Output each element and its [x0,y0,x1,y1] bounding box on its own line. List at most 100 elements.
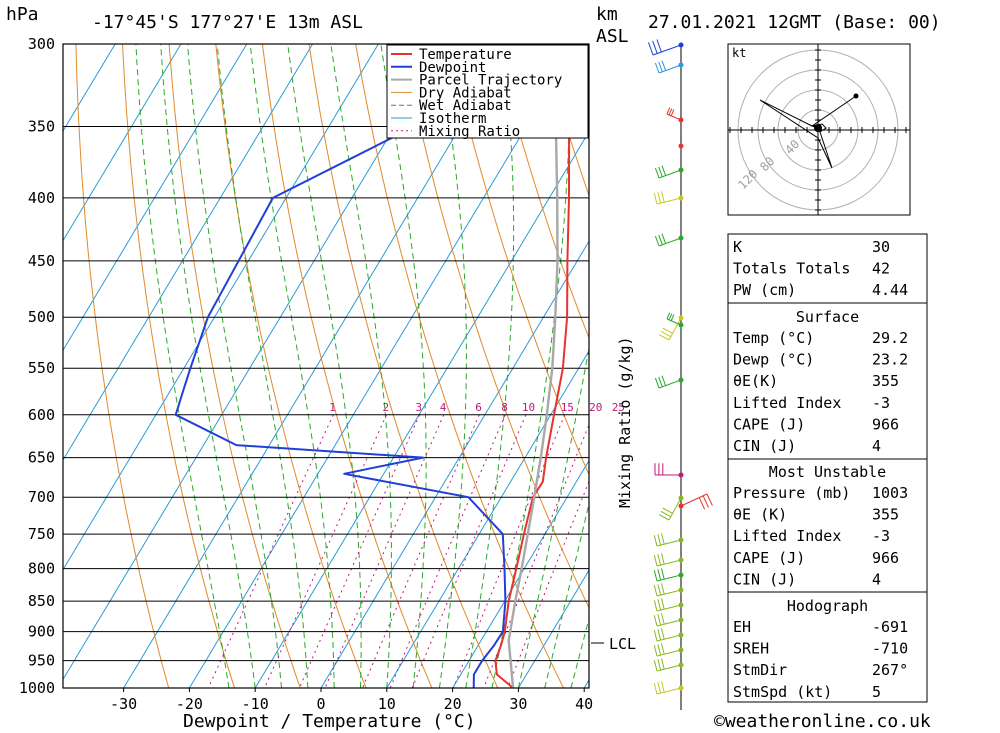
wind-barb-feather [654,167,660,179]
wind-barb-feather [661,533,665,545]
hodograph-stat-label: EH [733,618,751,636]
legend-box [386,44,589,139]
legend-entry: Wet Adiabat [419,98,512,114]
wind-barb-feather [656,39,662,53]
hodograph-storm-point [814,124,822,132]
wind-barb-feather [658,514,670,521]
wind-barb-shaft [656,687,682,695]
temperature-tick-label: 0 [316,695,325,713]
surface-label: CIN (J) [733,437,796,455]
mixing-ratio-axis-label: Mixing Ratio (g/kg) [616,336,634,508]
pressure-tick-label: 950 [28,652,55,670]
wind-barb-feather [657,659,662,671]
surface-value: -3 [872,394,890,412]
surface-value: 23.2 [872,351,908,369]
surface-label: Lifted Index [733,394,841,412]
wind-barb-feather [658,334,670,341]
wind-barb-feather [662,327,673,334]
wind-barb-feather [661,191,665,203]
wind-barb-feather [660,330,672,338]
wind-barb-feather [660,510,672,518]
surface-label: Temp (°C) [733,329,814,347]
mixing-ratio-line [264,414,387,688]
most-unstable-label: θE (K) [733,506,787,524]
pressure-tick-label: 750 [28,525,55,543]
wind-barb-feather [668,313,673,321]
wind-barb-feather [653,630,658,642]
wind-barb-column [648,39,713,710]
index-label: Totals Totals [733,260,850,278]
wind-barb-feather [661,60,667,71]
dry-adiabat-line [401,44,589,609]
copyright-footer: ©weatheronline.co.uk [714,711,931,732]
hodograph-stat-label: SREH [733,640,769,658]
hodograph-stat-label: StmSpd (kt) [733,683,832,701]
wind-barb-shaft [656,539,682,547]
wind-barb-feather [666,312,671,320]
wind-barb-shaft [666,113,682,121]
wind-barb-shaft [656,574,682,582]
wind-barb-feather [661,233,667,244]
mixing-ratio-tick-label: 25 [612,401,625,414]
temperature-tick-label: -10 [242,695,269,713]
wind-barb-feather [670,314,675,321]
wind-barb-feather [661,568,665,580]
pressure-tick-label: 900 [28,623,55,641]
x-axis-label: Dewpoint / Temperature (°C) [183,711,476,732]
temperature-tick-label: 40 [575,695,593,713]
dry-adiabat-line [495,44,589,340]
wind-barb-feather [657,554,662,566]
index-value: 42 [872,260,890,278]
wind-level-dot [678,143,684,149]
wind-barb-feather [661,598,665,610]
wind-barb-shaft [666,318,682,326]
dry-adiabat-line [915,44,1000,688]
hodograph-stat-value: -691 [872,618,908,636]
wind-barb-feather [662,507,673,514]
wind-barb-feather [668,108,673,116]
wind-barb-shaft [656,664,682,672]
mixing-ratio-line [483,423,589,688]
mixing-ratio-tick-label: 20 [589,401,602,414]
temperature-line [494,126,571,688]
wind-barb-feather [661,643,665,655]
legend-entry: Parcel Trajectory [419,73,562,89]
pressure-tick-label: 650 [28,449,55,467]
wind-barb-feather [653,535,658,547]
wind-barb-feather [661,628,665,640]
lcl-label: LCL [609,635,636,653]
pressure-tick-label: 850 [28,592,55,610]
pressure-tick-label: 700 [28,488,55,506]
wind-barb-feather [661,553,665,565]
wind-barb-feather [653,585,658,597]
wet-adiabat-line [135,44,230,688]
wind-barb-feather [657,192,662,204]
mixing-ratio-line [324,414,445,688]
wind-barb-feather [654,377,660,389]
dry-adiabat-line [215,44,367,688]
hodograph-unit-label: kt [732,46,746,60]
wind-barb-feather [657,599,662,611]
legend-entry: Dry Adiabat [419,85,512,101]
wind-barb-feather [653,555,658,567]
dewpoint-line [174,44,539,688]
wind-barb-feather [658,376,663,387]
dry-adiabat-line [962,44,1000,688]
isotherm-line [123,44,511,688]
pressure-axis: 300 350 400 450 500 550 600 650 700 750 800 850 900 9… [19,35,55,697]
temperature-tick-label: 30 [509,695,527,713]
legend-entry: Temperature [419,47,512,63]
wind-barb-shaft [656,634,682,642]
temperature-tick-label: 20 [444,695,462,713]
surface-label: Dewp (°C) [733,351,814,369]
wind-barb-feather [666,107,671,115]
wind-barb-feather [657,682,662,694]
isotherm-line [452,459,589,688]
wind-barb-feather [653,600,658,612]
mixing-ratio-line [389,414,506,688]
most-unstable-box [727,458,928,593]
surface-value: 966 [872,415,899,433]
index-label: PW (cm) [733,281,796,299]
km-unit-label: km [596,4,618,25]
